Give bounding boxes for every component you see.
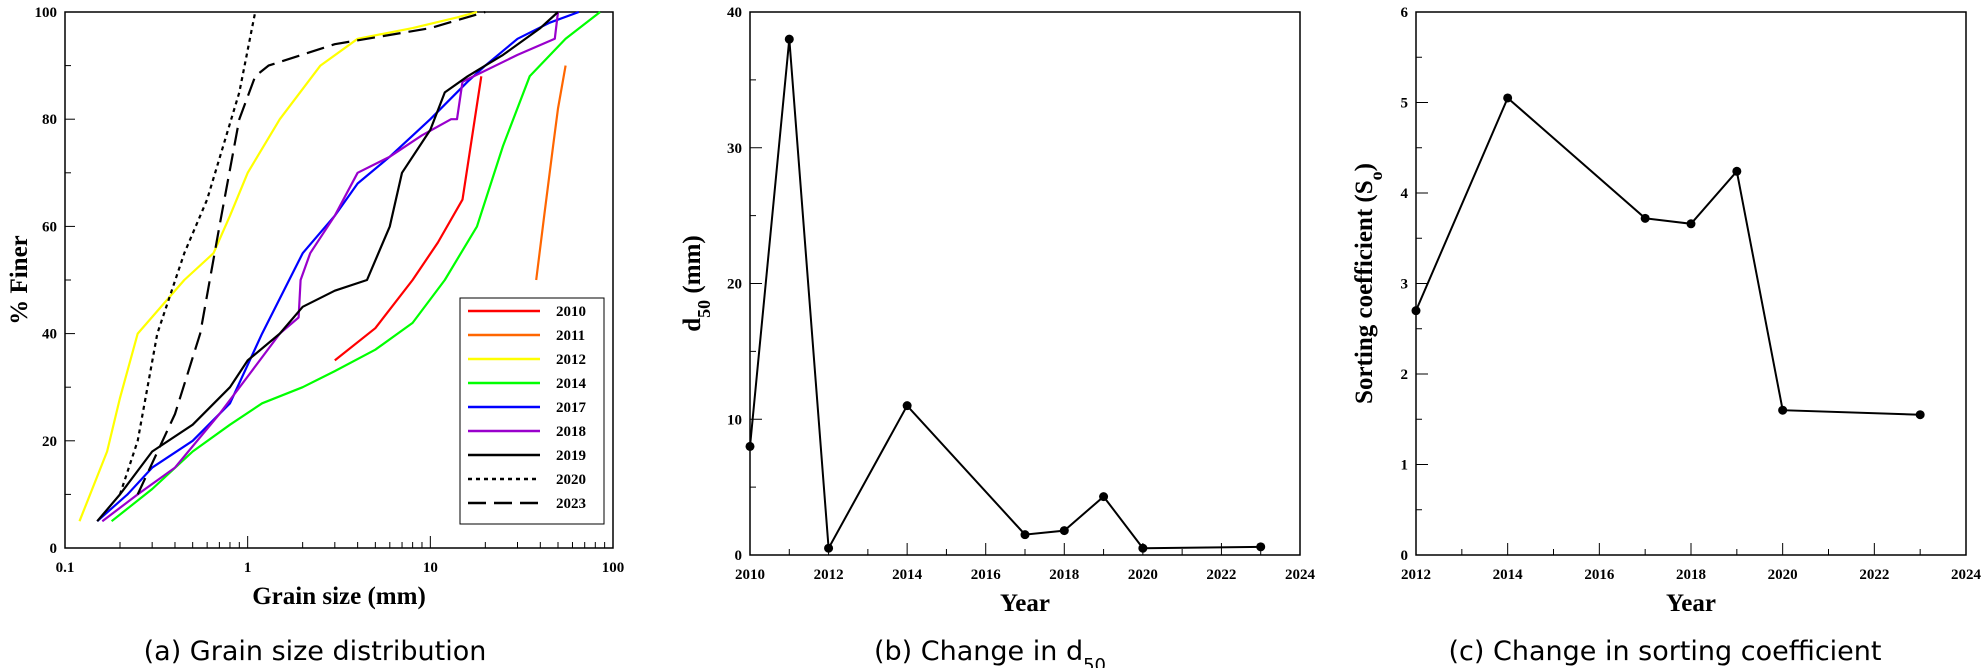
x-axis-label: Year xyxy=(1000,590,1050,617)
x-tick-label: 2020 xyxy=(1128,567,1158,583)
y-tick-label: 10 xyxy=(727,412,742,428)
y-tick-label: 6 xyxy=(1401,5,1409,21)
legend-label: 2023 xyxy=(556,496,586,512)
x-tick-label: 2016 xyxy=(1584,567,1615,583)
plot-frame xyxy=(1415,11,1967,556)
y-axis-label-base: Sorting coefficient (S xyxy=(1351,180,1378,404)
data-point xyxy=(902,401,912,411)
y-tick-label: 5 xyxy=(1401,96,1409,112)
y-tick-label: 4 xyxy=(1401,186,1409,202)
y-tick-label: 0 xyxy=(735,548,743,564)
legend-label: 2018 xyxy=(556,424,586,440)
y-axis-label-subscript: o xyxy=(1366,171,1386,180)
data-point xyxy=(1686,219,1696,229)
y-tick-label: 1 xyxy=(1401,458,1409,474)
panel-caption-subscript: 50 xyxy=(1083,655,1106,668)
data-point xyxy=(745,441,755,451)
series-line xyxy=(749,39,1261,552)
legend-label: 2019 xyxy=(556,448,586,464)
legend-label: 2017 xyxy=(556,400,587,416)
panel-caption: (a) Grain size distribution xyxy=(144,636,487,667)
series-line-2018 xyxy=(101,11,560,523)
data-point xyxy=(1138,543,1148,553)
series-line-2012 xyxy=(78,10,478,522)
data-point xyxy=(1732,166,1742,176)
y-axis-label: % Finer xyxy=(6,235,33,325)
data-point xyxy=(1503,93,1513,103)
x-tick-label: 2018 xyxy=(1049,567,1079,583)
x-tick-label: 1 xyxy=(244,560,252,576)
x-axis-label: Year xyxy=(1666,590,1716,617)
legend-label: 2010 xyxy=(556,304,586,320)
data-point xyxy=(1059,526,1069,536)
panel-d50-change: 2010 2012 2014 2016 2018 2020 2022 2024 0 10 20 30 4… xyxy=(679,5,1316,668)
x-tick-label: 2012 xyxy=(1401,567,1431,583)
x-tick-label: 2024 xyxy=(1951,567,1981,583)
y-tick-label: 2 xyxy=(1401,367,1409,383)
x-tick-label: 2012 xyxy=(814,567,844,583)
series-line-2020 xyxy=(118,11,257,495)
x-tick-label: 2014 xyxy=(892,567,923,583)
data-point xyxy=(1099,492,1109,502)
y-tick-label: 40 xyxy=(42,327,57,343)
x-tick-label: 2014 xyxy=(1493,567,1524,583)
x-tick-label: 2024 xyxy=(1285,567,1316,583)
y-tick-label: 20 xyxy=(727,277,742,293)
y-tick-label: 0 xyxy=(1401,548,1409,564)
y-tick-label: 80 xyxy=(42,112,57,128)
y-tick-label: 3 xyxy=(1401,277,1409,293)
data-point xyxy=(1778,405,1788,415)
y-axis-label-end: ) xyxy=(1351,163,1378,171)
y-axis-label: d50 (mm) xyxy=(679,235,714,331)
legend-label: 2014 xyxy=(556,376,587,392)
y-tick-label: 60 xyxy=(42,219,57,235)
y-axis-label-subscript: 50 xyxy=(694,300,714,318)
x-axis-label: Grain size (mm) xyxy=(252,583,426,610)
y-tick-label: 0 xyxy=(50,541,58,557)
data-point xyxy=(1640,213,1650,223)
y-axis-label-unit: (mm) xyxy=(679,235,706,300)
x-tick-label: 2016 xyxy=(971,567,1002,583)
x-tick-label: 2010 xyxy=(735,567,765,583)
series-line-2010 xyxy=(334,76,483,362)
y-tick-label: 30 xyxy=(727,141,742,157)
data-point xyxy=(1256,542,1266,552)
x-tick-label: 2020 xyxy=(1768,567,1798,583)
panel-caption-base: (b) Change in d xyxy=(874,636,1083,667)
x-tick-label: 10 xyxy=(423,560,438,576)
data-point xyxy=(784,34,794,44)
data-point xyxy=(1411,306,1421,316)
y-axis-label-base: d xyxy=(679,318,706,332)
panel-grain-size-distribution: 0.1 1 10 100 0 20 40 60 80 100 Grain size (mm) % Fi… xyxy=(6,5,624,667)
series-line-2023 xyxy=(136,10,486,495)
x-tick-label: 2022 xyxy=(1859,567,1889,583)
data-point xyxy=(1020,530,1030,540)
legend-label: 2012 xyxy=(556,352,586,368)
panel-caption: (b) Change in d50 xyxy=(874,636,1106,668)
legend-label: 2020 xyxy=(556,472,586,488)
legend-label: 2011 xyxy=(556,328,585,344)
x-tick-label: 2022 xyxy=(1206,567,1236,583)
plot-frame xyxy=(749,11,1301,556)
data-point xyxy=(1915,410,1925,420)
y-tick-label: 20 xyxy=(42,434,57,450)
x-tick-label: 100 xyxy=(602,560,625,576)
x-tick-label: 0.1 xyxy=(56,560,75,576)
panel-caption: (c) Change in sorting coefficient xyxy=(1449,636,1882,667)
panel-sorting-coefficient: 2012 2014 2016 2018 2020 2022 2024 0 1 2 3 4 5 6 Year S… xyxy=(1351,5,1981,667)
series-line-2014 xyxy=(110,11,601,523)
series-line-2019 xyxy=(96,11,559,522)
y-tick-label: 100 xyxy=(35,5,58,21)
x-tick-label: 2018 xyxy=(1676,567,1706,583)
y-axis-label: Sorting coefficient (So) xyxy=(1351,163,1386,404)
series-line xyxy=(1415,96,1921,416)
y-tick-label: 40 xyxy=(727,5,742,21)
series-line-2011 xyxy=(535,65,567,281)
series-line-2017 xyxy=(96,10,580,523)
data-point xyxy=(824,543,834,553)
